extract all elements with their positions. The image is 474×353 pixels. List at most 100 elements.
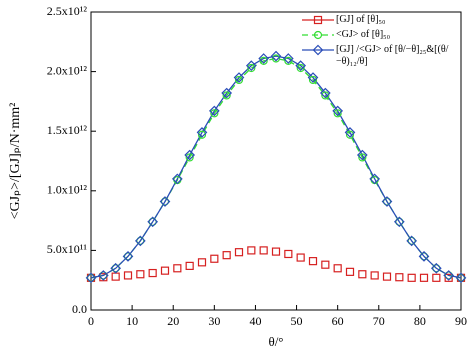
- x-tick-label: 30: [208, 314, 220, 328]
- x-tick-label: 70: [373, 314, 385, 328]
- marker-circle: [395, 217, 404, 226]
- marker-square: [308, 257, 318, 266]
- marker-square: [333, 264, 342, 273]
- marker-diamond: [110, 262, 122, 274]
- y-tick-label: 1.0x10¹²: [47, 183, 88, 197]
- legend-entry: <GJ> of [θ]₅₀: [300, 29, 458, 41]
- marker-diamond: [356, 149, 368, 161]
- marker-circle: [382, 197, 392, 206]
- marker-circle: [419, 252, 429, 261]
- marker-diamond: [97, 270, 109, 281]
- marker-diamond: [406, 235, 418, 247]
- marker-circle: [197, 130, 207, 139]
- marker-diamond: [295, 60, 307, 71]
- legend: [GJ] of [θ]₅₀ <GJ> of [θ]₅₀ [GJ] /<GJ> of …: [300, 12, 458, 71]
- marker-circle: [222, 91, 231, 100]
- marker-diamond: [381, 196, 393, 207]
- x-tick-label: 50: [291, 314, 303, 328]
- marker-square: [370, 271, 379, 280]
- marker-square: [247, 246, 256, 255]
- marker-square: [173, 264, 182, 273]
- x-tick-label: 80: [414, 314, 426, 328]
- marker-circle: [333, 109, 342, 118]
- marker-circle: [247, 63, 256, 73]
- y-tick-label: 5.0x10¹¹: [47, 242, 88, 256]
- marker-diamond: [332, 105, 344, 117]
- marker-square: [148, 268, 157, 278]
- legend-swatch: [302, 44, 334, 56]
- marker-circle: [296, 63, 305, 73]
- marker-circle: [123, 252, 133, 261]
- marker-circle: [148, 217, 157, 226]
- marker-diamond: [258, 53, 270, 64]
- marker-square: [210, 254, 219, 263]
- marker-diamond: [233, 72, 245, 83]
- marker-circle: [210, 109, 219, 118]
- marker-diamond: [159, 196, 171, 207]
- marker-square: [197, 258, 207, 267]
- marker-square: [407, 273, 416, 282]
- marker-square: [395, 273, 404, 282]
- marker-diamond: [430, 262, 442, 274]
- marker-diamond: [171, 173, 183, 185]
- legend-entry: [GJ] /<GJ> of [θ/−θ]₂₅&[(θ/−θ)₁₂/θ]: [300, 44, 458, 68]
- marker-diamond: [245, 60, 257, 71]
- marker-circle: [271, 54, 281, 63]
- marker-square: [271, 247, 281, 256]
- marker-circle: [321, 91, 330, 100]
- marker-square: [432, 273, 441, 282]
- marker-square: [382, 272, 392, 281]
- marker-diamond: [312, 44, 324, 56]
- marker-square: [284, 249, 293, 259]
- y-tick-label: 0.0: [72, 302, 87, 316]
- marker-circle: [259, 56, 268, 65]
- marker-square: [313, 15, 323, 25]
- marker-diamond: [85, 272, 97, 284]
- x-tick-label: 10: [126, 314, 138, 328]
- x-tick-label: 90: [455, 314, 467, 328]
- x-tick-label: 40: [249, 314, 261, 328]
- marker-circle: [160, 197, 170, 206]
- marker-diamond: [307, 72, 319, 83]
- marker-circle: [136, 236, 145, 245]
- marker-circle: [111, 264, 120, 273]
- marker-diamond: [319, 87, 331, 99]
- marker-circle: [345, 130, 355, 139]
- marker-square: [345, 267, 355, 276]
- marker-square: [358, 270, 367, 279]
- x-tick-label: 20: [167, 314, 179, 328]
- marker-diamond: [282, 53, 294, 64]
- legend-label: <GJ> of [θ]₅₀: [336, 29, 391, 40]
- marker-diamond: [196, 127, 208, 138]
- marker-square: [444, 273, 453, 282]
- marker-circle: [86, 273, 96, 282]
- x-axis-label: θ/°: [268, 334, 283, 349]
- y-axis-label: <GJₚ>/[GJ]ₚ/N·mm²: [8, 103, 23, 220]
- marker-diamond: [369, 173, 381, 185]
- x-tick-label: 0: [88, 314, 94, 328]
- marker-square: [259, 246, 268, 255]
- marker-square: [296, 253, 305, 262]
- marker-circle: [407, 236, 416, 245]
- marker-diamond: [208, 105, 220, 117]
- marker-circle: [234, 75, 244, 85]
- marker-diamond: [147, 216, 159, 228]
- marker-diamond: [184, 149, 196, 161]
- marker-square: [222, 251, 231, 260]
- marker-circle: [308, 75, 318, 85]
- marker-circle: [284, 56, 293, 65]
- legend-swatch: [302, 15, 334, 25]
- marker-circle: [99, 271, 108, 280]
- legend-entry: [GJ] of [θ]₅₀: [300, 14, 458, 26]
- legend-label: [GJ] of [θ]₅₀: [336, 14, 386, 25]
- marker-diamond: [418, 251, 430, 262]
- marker-circle: [313, 30, 323, 40]
- marker-square: [321, 260, 330, 269]
- marker-diamond: [344, 127, 356, 138]
- series-line: [90, 55, 462, 279]
- marker-diamond: [221, 87, 233, 99]
- series-line: [90, 57, 462, 279]
- marker-square: [136, 270, 145, 279]
- y-tick-label: 2.0x10¹²: [47, 63, 88, 77]
